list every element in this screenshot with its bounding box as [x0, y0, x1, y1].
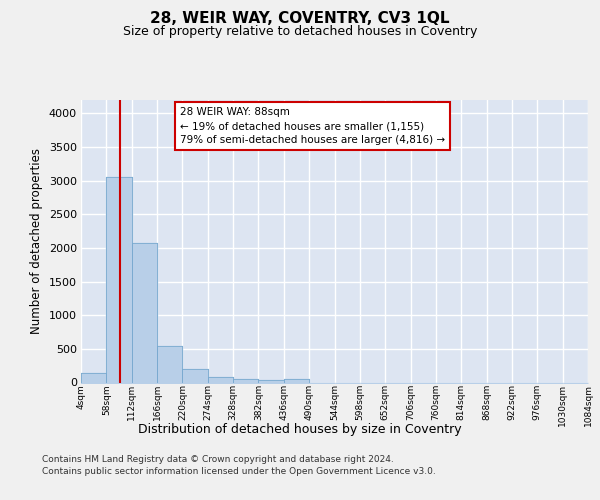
Text: Size of property relative to detached houses in Coventry: Size of property relative to detached ho… [123, 25, 477, 38]
Text: Distribution of detached houses by size in Coventry: Distribution of detached houses by size … [138, 422, 462, 436]
Text: Contains HM Land Registry data © Crown copyright and database right 2024.: Contains HM Land Registry data © Crown c… [42, 455, 394, 464]
Text: 28, WEIR WAY, COVENTRY, CV3 1QL: 28, WEIR WAY, COVENTRY, CV3 1QL [150, 11, 450, 26]
Text: 28 WEIR WAY: 88sqm
← 19% of detached houses are smaller (1,155)
79% of semi-deta: 28 WEIR WAY: 88sqm ← 19% of detached hou… [180, 107, 445, 145]
Y-axis label: Number of detached properties: Number of detached properties [30, 148, 43, 334]
Text: Contains public sector information licensed under the Open Government Licence v3: Contains public sector information licen… [42, 468, 436, 476]
